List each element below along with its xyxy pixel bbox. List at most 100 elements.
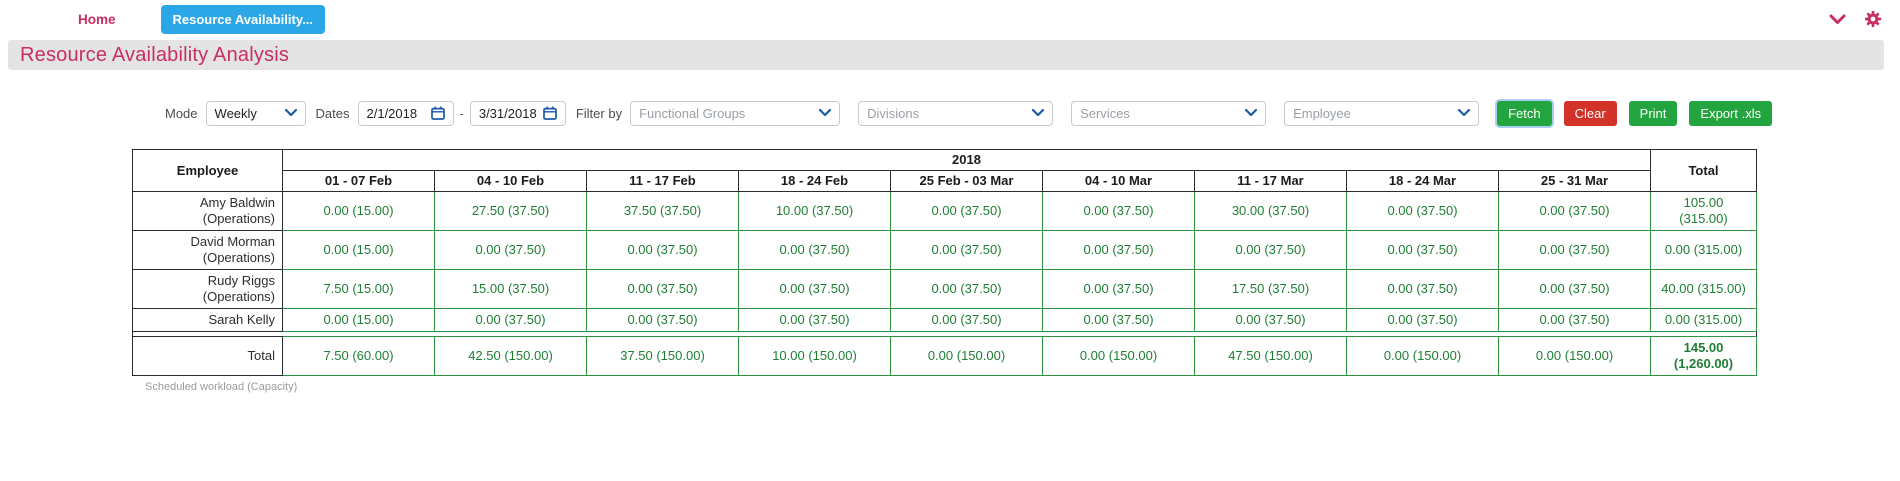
workload-cell: 0.00 (37.50)	[1194, 308, 1347, 332]
week-header: 04 - 10 Feb	[434, 170, 587, 192]
title-bar: Resource Availability Analysis	[8, 40, 1884, 70]
week-header: 11 - 17 Feb	[586, 170, 739, 192]
date-from-input[interactable]: 2/1/2018	[357, 100, 454, 126]
table-footnote: Scheduled workload (Capacity)	[145, 381, 298, 393]
employee-name: Rudy Riggs (Operations)	[132, 269, 283, 309]
row-total: 0.00 (315.00)	[1650, 230, 1757, 270]
workload-cell: 0.00 (37.50)	[738, 230, 891, 270]
mode-select-value: Weekly	[214, 105, 257, 121]
workload-cell: 17.50 (37.50)	[1194, 269, 1347, 309]
workload-cell: 0.00 (37.50)	[890, 191, 1043, 231]
column-total-cell: 0.00 (150.00)	[1498, 336, 1651, 376]
employee-name: David Morman (Operations)	[132, 230, 283, 270]
workload-cell: 30.00 (37.50)	[1194, 191, 1347, 231]
filter-by-label: Filter by	[575, 105, 623, 121]
week-header: 04 - 10 Mar	[1042, 170, 1195, 192]
row-total: 40.00 (315.00)	[1650, 269, 1757, 309]
mode-select[interactable]: Weekly	[205, 100, 306, 126]
column-total-cell: 0.00 (150.00)	[890, 336, 1043, 376]
date-from-value: 2/1/2018	[366, 105, 418, 121]
table-row: Sarah Kelly 0.00 (15.00) 0.00 (37.50) 0.00 …	[132, 308, 1757, 332]
chevron-down-icon[interactable]	[1829, 14, 1846, 25]
workload-cell: 0.00 (37.50)	[1042, 191, 1195, 231]
dates-label: Dates	[315, 105, 350, 121]
week-header: 01 - 07 Feb	[282, 170, 435, 192]
column-total-cell: 37.50 (150.00)	[586, 336, 739, 376]
nav-tab-resource-availability[interactable]: Resource Availability...	[160, 4, 325, 34]
employee-column-header: Employee	[132, 149, 283, 192]
workload-cell: 0.00 (37.50)	[586, 230, 739, 270]
workload-cell: 0.00 (37.50)	[890, 308, 1043, 332]
workload-cell: 0.00 (37.50)	[1346, 191, 1499, 231]
page: Home Resource Availability...	[0, 0, 1900, 393]
row-total: 0.00 (315.00)	[1650, 308, 1757, 332]
column-total-cell: 10.00 (150.00)	[738, 336, 891, 376]
week-header: 11 - 17 Mar	[1194, 170, 1347, 192]
total-column-header: Total	[1650, 149, 1757, 192]
workload-cell: 0.00 (37.50)	[586, 269, 739, 309]
total-row-label: Total	[132, 336, 283, 376]
workload-cell: 0.00 (37.50)	[890, 230, 1043, 270]
print-button[interactable]: Print	[1628, 100, 1678, 126]
filter-toolbar: Mode Weekly Dates 2/1/2018 - 3/31/2018	[165, 100, 1900, 126]
workload-cell: 27.50 (37.50)	[434, 191, 587, 231]
grand-total: 145.00 (1,260.00)	[1650, 336, 1757, 376]
workload-cell: 0.00 (37.50)	[1042, 230, 1195, 270]
column-total-cell: 0.00 (150.00)	[1346, 336, 1499, 376]
date-range-separator: -	[459, 105, 464, 121]
table-row: Amy Baldwin (Operations) 0.00 (15.00) 27.5…	[132, 191, 1757, 231]
week-header: 25 - 31 Mar	[1498, 170, 1651, 192]
column-total-cell: 47.50 (150.00)	[1194, 336, 1347, 376]
employee-select[interactable]: Employee	[1284, 100, 1480, 126]
availability-table: Employee 2018 Total 01 - 07 Feb 04 - 10 F…	[132, 149, 1757, 376]
year-header: 2018	[282, 149, 1651, 171]
column-total-cell: 7.50 (60.00)	[282, 336, 435, 376]
workload-cell: 0.00 (15.00)	[282, 308, 435, 332]
nav-home-link[interactable]: Home	[78, 11, 116, 27]
workload-cell: 7.50 (15.00)	[282, 269, 435, 309]
top-navigation: Home Resource Availability...	[0, 0, 1900, 38]
row-total: 105.00 (315.00)	[1650, 191, 1757, 231]
workload-cell: 10.00 (37.50)	[738, 191, 891, 231]
workload-cell: 0.00 (15.00)	[282, 230, 435, 270]
table-row: David Morman (Operations) 0.00 (15.00) 0.0…	[132, 230, 1757, 270]
workload-cell: 0.00 (37.50)	[586, 308, 739, 332]
table-header-row-2: 01 - 07 Feb 04 - 10 Feb 11 - 17 Feb 18 - 24…	[133, 170, 1757, 192]
workload-cell: 0.00 (37.50)	[1498, 230, 1651, 270]
mode-label: Mode	[165, 105, 198, 121]
chevron-down-icon	[1032, 109, 1045, 117]
workload-cell: 0.00 (37.50)	[1498, 269, 1651, 309]
week-header: 18 - 24 Feb	[738, 170, 891, 192]
workload-cell: 0.00 (37.50)	[1042, 308, 1195, 332]
nav-right-controls	[1829, 10, 1882, 28]
workload-cell: 0.00 (37.50)	[1498, 191, 1651, 231]
employee-placeholder: Employee	[1293, 105, 1351, 121]
chevron-down-icon	[1245, 109, 1258, 117]
calendar-icon[interactable]	[430, 106, 445, 120]
services-select[interactable]: Services	[1071, 100, 1267, 126]
chevron-down-icon	[284, 109, 297, 117]
table-header-row-1: Employee 2018 Total	[132, 149, 1757, 192]
workload-cell: 0.00 (37.50)	[1346, 269, 1499, 309]
week-header: 18 - 24 Mar	[1346, 170, 1499, 192]
divisions-select[interactable]: Divisions	[858, 100, 1054, 126]
workload-cell: 0.00 (37.50)	[1194, 230, 1347, 270]
workload-cell: 0.00 (37.50)	[738, 308, 891, 332]
workload-cell: 0.00 (37.50)	[1346, 308, 1499, 332]
fetch-button[interactable]: Fetch	[1497, 100, 1552, 126]
functional-groups-placeholder: Functional Groups	[639, 105, 746, 121]
column-total-cell: 0.00 (150.00)	[1042, 336, 1195, 376]
workload-cell: 0.00 (37.50)	[1346, 230, 1499, 270]
gear-icon[interactable]	[1864, 10, 1882, 28]
date-to-input[interactable]: 3/31/2018	[469, 100, 566, 126]
calendar-icon[interactable]	[542, 106, 557, 120]
employee-name: Amy Baldwin (Operations)	[132, 191, 283, 231]
divisions-placeholder: Divisions	[867, 105, 920, 121]
table-row: Rudy Riggs (Operations) 7.50 (15.00) 15.00…	[132, 269, 1757, 309]
export-xls-button[interactable]: Export .xls	[1689, 100, 1773, 126]
services-placeholder: Services	[1080, 105, 1130, 121]
functional-groups-select[interactable]: Functional Groups	[630, 100, 841, 126]
workload-cell: 0.00 (15.00)	[282, 191, 435, 231]
clear-button[interactable]: Clear	[1563, 100, 1617, 126]
workload-cell: 15.00 (37.50)	[434, 269, 587, 309]
